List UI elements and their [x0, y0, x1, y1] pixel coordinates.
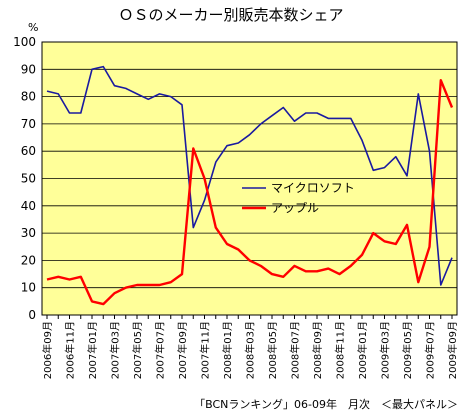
y-tick-label: 40 [21, 199, 36, 213]
x-tick-label: 2008年11月 [334, 321, 347, 379]
chart-title: ＯＳのメーカー別販売本数シェア [118, 6, 343, 24]
x-tick-label: 2007年11月 [199, 321, 212, 379]
source-note: 「BCNランキング」06-09年 月次 ＜最大パネル＞ [194, 397, 458, 411]
y-tick-label: 30 [21, 226, 36, 240]
series-line-2 [46, 78, 454, 306]
x-tick-label: 2006年09月 [41, 321, 54, 379]
x-tick-label: 2008年01月 [221, 321, 234, 379]
gridlines [42, 68, 457, 289]
x-tick-label: 2007年01月 [86, 321, 99, 379]
x-tick-label: 2007年05月 [131, 321, 144, 379]
y-unit-label: % [28, 21, 38, 34]
y-tick-label: 20 [21, 253, 36, 267]
y-axis-ticks: 0 10 20 30 40 50 60 70 80 90 100 [13, 35, 36, 322]
x-tick-label: 2009年01月 [356, 321, 369, 379]
x-tick-label: 2009年07月 [424, 321, 437, 379]
series-lines [46, 65, 454, 306]
x-tick-label: 2007年07月 [154, 321, 167, 379]
x-tick-label: 2007年03月 [109, 321, 122, 379]
x-tick-label: 2008年05月 [266, 321, 279, 379]
y-tick-label: 90 [21, 62, 36, 76]
y-tick-label: 80 [21, 90, 36, 104]
x-tick-label: 2006年11月 [64, 321, 77, 379]
x-axis-ticks: 2006年09月 2006年11月 2007年01月 2007年03月 2007年05月… [41, 315, 459, 379]
y-tick-label: 100 [13, 35, 36, 49]
y-tick-label: 0 [28, 308, 36, 322]
y-tick-label: 60 [21, 144, 36, 158]
x-tick-label: 2009年05月 [401, 321, 414, 379]
legend-label: マイクロソフト [271, 181, 355, 195]
series-line-1 [46, 65, 453, 286]
y-tick-label: 70 [21, 117, 36, 131]
x-tick-label: 2008年07月 [289, 321, 302, 379]
y-tick-label: 10 [21, 281, 36, 295]
x-tick-label: 2008年09月 [311, 321, 324, 379]
x-tick-label: 2009年09月 [446, 321, 459, 379]
legend-label: アップル [271, 201, 319, 215]
x-tick-label: 2008年03月 [244, 321, 257, 379]
x-tick-label: 2007年09月 [176, 321, 189, 379]
x-tick-label: 2009年03月 [379, 321, 392, 379]
y-tick-label: 50 [21, 172, 36, 186]
